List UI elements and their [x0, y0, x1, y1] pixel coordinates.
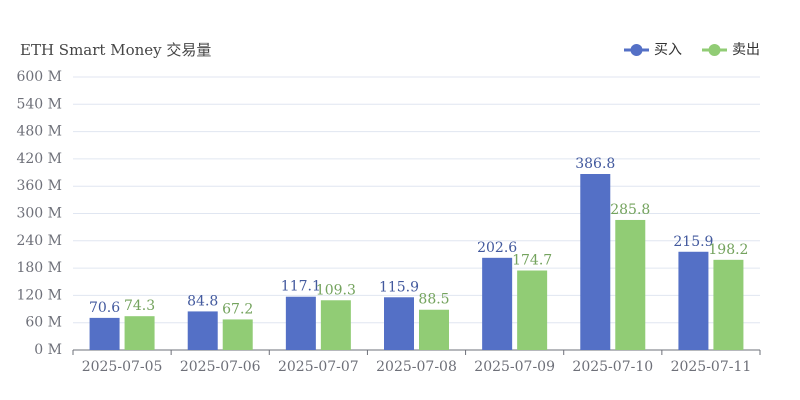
legend-label: 卖出	[732, 42, 760, 58]
bar	[222, 319, 253, 350]
data-label: 70.6	[89, 300, 120, 316]
bar	[384, 297, 414, 350]
bar	[517, 270, 548, 350]
y-tick-label: 300 M	[16, 206, 62, 222]
y-tick-label: 480 M	[16, 124, 62, 140]
x-tick-label: 2025-07-09	[474, 359, 555, 375]
data-label: 215.9	[673, 234, 713, 250]
bar	[713, 259, 744, 350]
legend-swatch	[708, 44, 721, 56]
x-tick-label: 2025-07-10	[572, 359, 653, 375]
bar	[482, 257, 513, 350]
bar	[580, 174, 611, 350]
y-tick-label: 0 M	[34, 342, 62, 358]
y-tick-label: 360 M	[16, 178, 62, 194]
data-label: 115.9	[379, 279, 419, 295]
x-tick-label: 2025-07-11	[671, 359, 752, 375]
data-label: 109.3	[316, 282, 356, 298]
data-label: 198.2	[708, 242, 748, 258]
legend-label: 买入	[654, 42, 682, 58]
y-tick-label: 420 M	[16, 151, 62, 167]
x-tick-label: 2025-07-06	[180, 359, 261, 375]
bar	[419, 309, 449, 350]
data-label: 67.2	[222, 301, 253, 317]
data-label: 386.8	[575, 156, 615, 172]
x-tick-label: 2025-07-07	[278, 359, 359, 375]
bar	[89, 317, 120, 350]
x-tick-label: 2025-07-08	[376, 359, 457, 375]
data-label: 117.1	[281, 279, 321, 295]
data-label: 174.7	[512, 253, 552, 269]
chart-title: ETH Smart Money 交易量	[20, 41, 211, 59]
bar	[678, 251, 709, 350]
data-label: 202.6	[477, 240, 517, 256]
bar	[187, 311, 218, 350]
data-label: 285.8	[610, 202, 650, 218]
y-tick-label: 180 M	[16, 260, 62, 276]
legend-swatch	[630, 44, 643, 56]
bar	[285, 296, 316, 350]
y-tick-label: 540 M	[16, 96, 62, 112]
bar	[320, 300, 351, 350]
bar	[124, 316, 155, 350]
y-tick-label: 600 M	[16, 69, 62, 85]
data-label: 84.8	[187, 293, 218, 309]
bar	[615, 219, 646, 350]
data-label: 88.5	[418, 292, 449, 308]
y-tick-label: 120 M	[16, 287, 62, 303]
x-tick-label: 2025-07-05	[82, 359, 163, 375]
data-label: 74.3	[124, 298, 155, 314]
y-tick-label: 240 M	[16, 233, 62, 249]
y-tick-label: 60 M	[25, 315, 62, 331]
